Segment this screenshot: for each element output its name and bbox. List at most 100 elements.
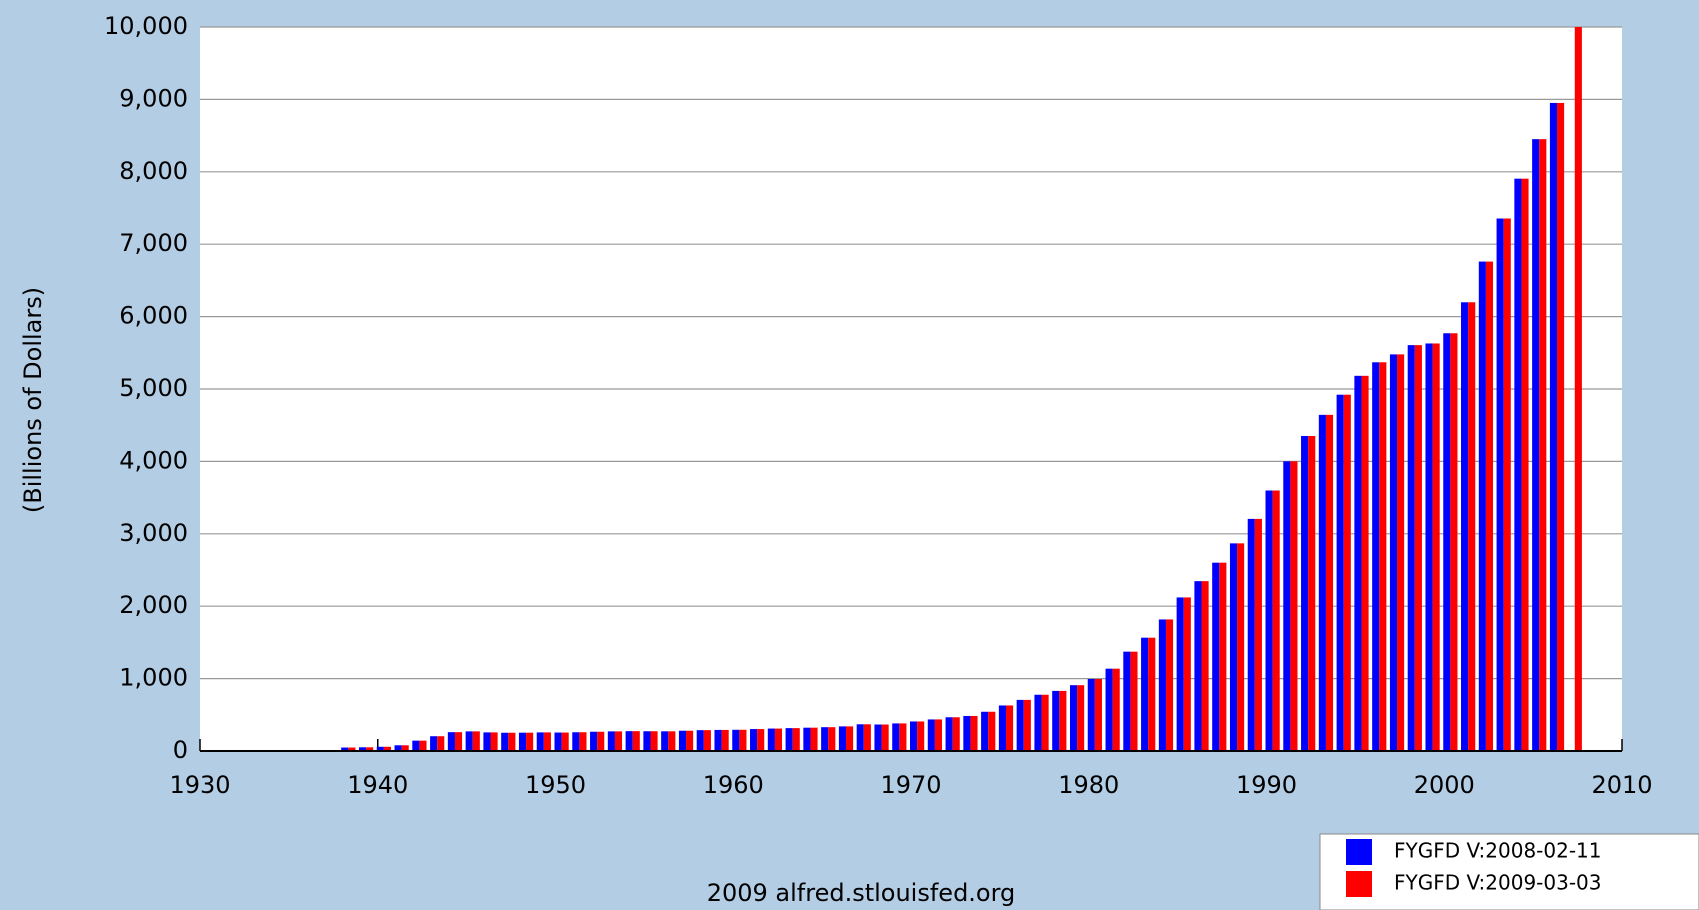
y-tick-label: 0 bbox=[173, 736, 188, 764]
bar bbox=[1514, 178, 1522, 752]
bar bbox=[1325, 414, 1334, 751]
bar bbox=[1343, 394, 1351, 751]
bar bbox=[1574, 27, 1582, 751]
x-tick-label: 1980 bbox=[1058, 771, 1119, 799]
bar bbox=[1158, 619, 1166, 751]
bar bbox=[1432, 343, 1440, 751]
bar bbox=[1557, 102, 1565, 751]
bar bbox=[1105, 668, 1113, 751]
bar bbox=[767, 728, 775, 751]
bar bbox=[526, 732, 534, 751]
bar bbox=[1059, 690, 1067, 751]
legend-swatch bbox=[1346, 839, 1372, 865]
bar bbox=[376, 746, 384, 751]
bar bbox=[1148, 637, 1156, 751]
bar bbox=[614, 731, 623, 751]
bar bbox=[1336, 394, 1344, 751]
bar bbox=[401, 745, 409, 751]
bar bbox=[1069, 685, 1078, 751]
bar bbox=[696, 730, 704, 751]
bar bbox=[846, 726, 854, 751]
bar bbox=[828, 727, 836, 751]
bar bbox=[501, 732, 509, 751]
bar bbox=[1461, 302, 1469, 751]
bar bbox=[465, 731, 473, 751]
bar bbox=[1283, 461, 1291, 751]
y-tick-label: 9,000 bbox=[119, 84, 188, 112]
legend bbox=[1319, 833, 1699, 910]
bar bbox=[803, 727, 811, 751]
y-tick-label: 2,000 bbox=[119, 591, 188, 619]
bar bbox=[821, 727, 829, 751]
bar bbox=[1212, 562, 1220, 751]
bar bbox=[1112, 668, 1120, 751]
bar bbox=[1219, 562, 1227, 751]
bar bbox=[750, 729, 758, 751]
x-tick-label: 1960 bbox=[703, 771, 764, 799]
y-axis-label: (Billions of Dollars) bbox=[19, 287, 47, 513]
bar bbox=[1229, 543, 1238, 751]
bar bbox=[1141, 637, 1149, 751]
bar bbox=[1087, 678, 1095, 751]
bar bbox=[412, 740, 420, 751]
bar bbox=[1443, 333, 1451, 751]
bar bbox=[881, 724, 889, 751]
bar bbox=[394, 745, 402, 751]
bar bbox=[518, 732, 527, 751]
bar bbox=[1478, 261, 1486, 751]
bar bbox=[1130, 651, 1138, 751]
bar bbox=[757, 729, 765, 751]
bar bbox=[1016, 699, 1024, 751]
bar bbox=[1503, 218, 1511, 752]
bar bbox=[981, 711, 989, 751]
bar bbox=[838, 726, 847, 751]
bar bbox=[1265, 490, 1273, 751]
bar bbox=[643, 731, 651, 751]
bar bbox=[536, 732, 544, 751]
bar bbox=[1468, 302, 1476, 751]
legend-label: FYGFD V:2008-02-11 bbox=[1394, 839, 1602, 863]
y-tick-label: 5,000 bbox=[119, 374, 188, 402]
x-tick-label: 1930 bbox=[169, 771, 230, 799]
bar bbox=[472, 731, 480, 751]
bar bbox=[632, 731, 640, 751]
y-tick-label: 6,000 bbox=[119, 302, 188, 330]
bar bbox=[447, 732, 455, 751]
bar bbox=[1247, 518, 1255, 751]
legend-label: FYGFD V:2009-03-03 bbox=[1394, 871, 1602, 895]
x-tick-label: 1950 bbox=[525, 771, 586, 799]
bar bbox=[607, 731, 615, 751]
bar bbox=[483, 732, 491, 751]
y-tick-label: 3,000 bbox=[119, 519, 188, 547]
bar bbox=[721, 729, 729, 751]
bar bbox=[1414, 345, 1422, 751]
bar bbox=[988, 711, 996, 751]
x-tick-label: 1970 bbox=[880, 771, 941, 799]
bar bbox=[1397, 354, 1405, 751]
bar bbox=[1052, 690, 1060, 751]
bar bbox=[1361, 375, 1369, 751]
x-tick-label: 2010 bbox=[1591, 771, 1652, 799]
bar bbox=[1077, 685, 1085, 751]
bar bbox=[892, 723, 900, 751]
y-tick-label: 7,000 bbox=[119, 229, 188, 257]
bar bbox=[1272, 490, 1280, 751]
bar bbox=[543, 732, 551, 751]
bar bbox=[1034, 694, 1042, 751]
bar bbox=[625, 731, 633, 751]
bar bbox=[341, 747, 349, 751]
bar bbox=[774, 728, 783, 751]
bar bbox=[1407, 345, 1415, 751]
bar bbox=[1485, 261, 1494, 751]
bar bbox=[454, 732, 463, 751]
bar bbox=[508, 732, 516, 751]
bar bbox=[597, 731, 605, 751]
bar bbox=[383, 746, 391, 751]
bar bbox=[1308, 435, 1316, 751]
bar bbox=[358, 747, 367, 751]
bar bbox=[1201, 581, 1209, 751]
bar bbox=[1549, 102, 1558, 751]
y-tick-label: 4,000 bbox=[119, 446, 188, 474]
bar bbox=[650, 731, 658, 751]
